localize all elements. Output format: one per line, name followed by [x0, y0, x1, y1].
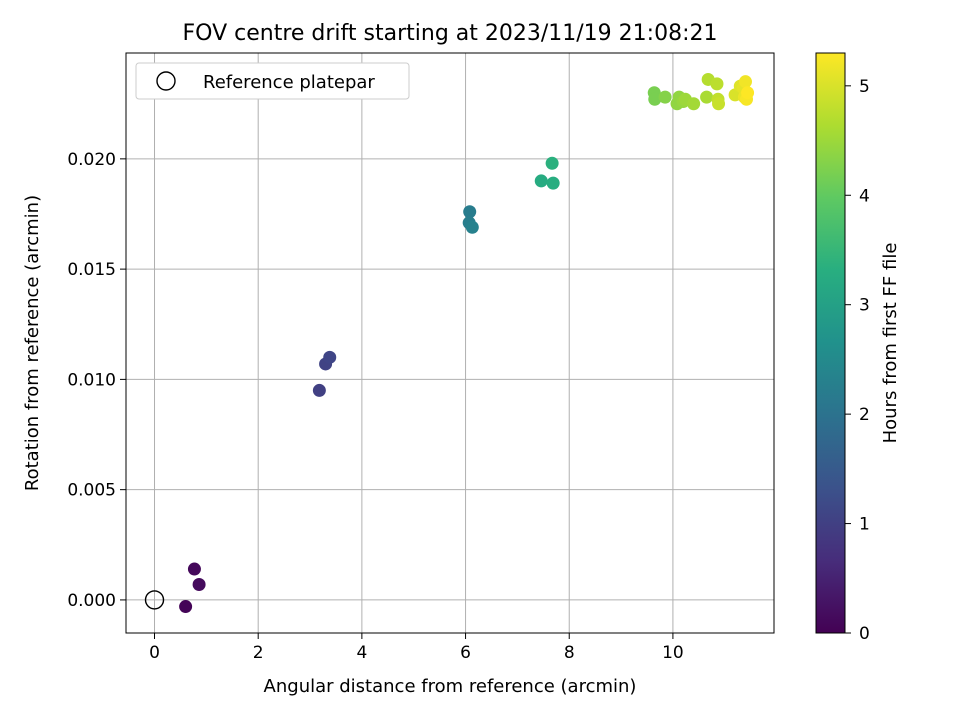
- data-point: [192, 577, 206, 591]
- colorbar-tick-label: 5: [859, 77, 870, 97]
- data-point: [312, 383, 326, 397]
- data-points: [179, 72, 755, 614]
- data-point: [187, 562, 201, 576]
- legend-marker: [156, 71, 176, 91]
- legend-entry: Reference platepar: [203, 72, 375, 93]
- colorbar-tick-label: 4: [859, 186, 870, 206]
- legend-box: [135, 62, 410, 100]
- y-tick-label: 0.005: [67, 481, 116, 501]
- reference-marker: [144, 590, 165, 610]
- colorbar-tick-label: 3: [859, 296, 870, 316]
- x-axis-label: Angular distance from reference (arcmin): [264, 676, 637, 697]
- data-point: [545, 156, 559, 170]
- y-tick-label: 0.015: [67, 260, 116, 280]
- data-point: [463, 205, 477, 219]
- x-tick-label: 10: [662, 643, 684, 663]
- data-point: [687, 97, 701, 111]
- data-point: [648, 92, 662, 106]
- y-axis-ticks: 0.000 0.005 0.010 0.015 0.020: [67, 150, 126, 611]
- plot-frame: [125, 52, 775, 634]
- colorbar-tick-label: 2: [859, 405, 870, 425]
- colorbar-gradient: [815, 52, 846, 634]
- x-axis-ticks: 0 2 4 6 8 10: [149, 633, 684, 663]
- x-tick-label: 4: [356, 643, 367, 663]
- colorbar-label: Hours from first FF file: [880, 243, 901, 444]
- colorbar-tick-label: 1: [859, 515, 870, 535]
- legend: Reference platepar: [135, 62, 410, 100]
- data-point: [658, 90, 672, 104]
- y-tick-label: 0.020: [67, 150, 116, 170]
- data-point: [546, 176, 560, 190]
- data-point: [323, 350, 337, 364]
- colorbar: 0 1 2 3 4 5 Hours from first FF file: [815, 52, 901, 644]
- x-tick-label: 8: [564, 643, 575, 663]
- data-point: [712, 97, 726, 111]
- data-point: [534, 174, 548, 188]
- x-tick-label: 2: [253, 643, 264, 663]
- grid: [126, 53, 774, 633]
- chart-title: FOV centre drift starting at 2023/11/19 …: [183, 21, 718, 46]
- x-tick-label: 6: [460, 643, 471, 663]
- data-point: [179, 600, 193, 614]
- x-tick-label: 0: [149, 643, 160, 663]
- y-tick-label: 0.010: [67, 370, 116, 390]
- data-point: [710, 77, 724, 91]
- data-point: [465, 220, 479, 234]
- y-axis-label: Rotation from reference (arcmin): [22, 195, 43, 491]
- colorbar-ticks: 0 1 2 3 4 5: [845, 77, 870, 644]
- y-tick-label: 0.000: [67, 591, 116, 611]
- colorbar-tick-label: 0: [859, 624, 870, 644]
- data-point: [700, 90, 714, 104]
- data-point: [741, 86, 755, 100]
- data-point: [738, 75, 752, 89]
